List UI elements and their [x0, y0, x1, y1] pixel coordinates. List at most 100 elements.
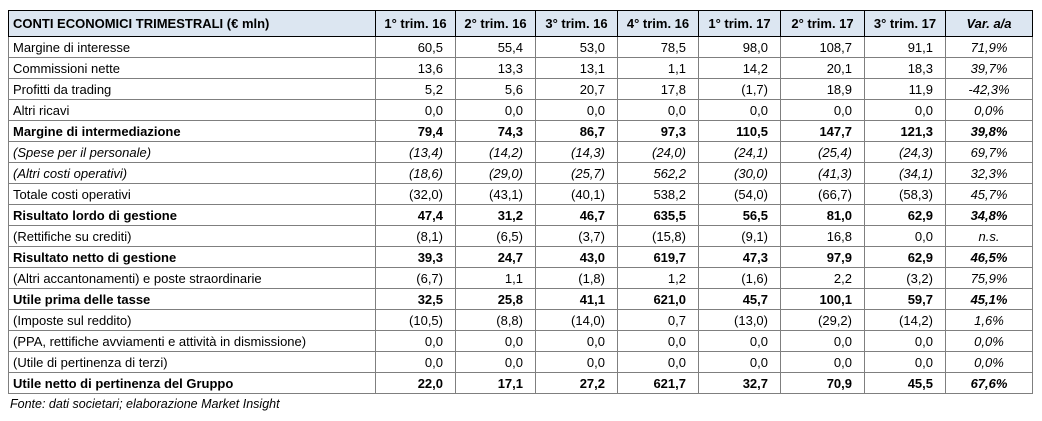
- cell: 0,0: [780, 99, 865, 121]
- cell: 1,6%: [945, 309, 1033, 331]
- cell: 0,0%: [945, 351, 1033, 373]
- cell: 2,2: [780, 267, 865, 289]
- cell: 108,7: [780, 36, 865, 58]
- table-row: Totale costi operativi (32,0) (43,1) (40,1)…: [8, 183, 1033, 205]
- cell: (14,3): [535, 141, 618, 163]
- cell: 45,7%: [945, 183, 1033, 205]
- cell: 46,5%: [945, 246, 1033, 268]
- cell: 67,6%: [945, 372, 1033, 394]
- row-label: Utile netto di pertinenza del Gruppo: [8, 372, 376, 394]
- table-row: (Altri accantonamenti) e poste straordin…: [8, 267, 1033, 289]
- cell: 79,4: [375, 120, 456, 142]
- cell: 97,9: [780, 246, 865, 268]
- cell: 71,9%: [945, 36, 1033, 58]
- cell: 0,0: [375, 99, 456, 121]
- column-header: 1° trim. 17: [698, 10, 781, 37]
- cell: 0,0: [864, 225, 946, 247]
- cell: (14,2): [864, 309, 946, 331]
- cell: (8,8): [455, 309, 536, 331]
- table-row: (Rettifiche su crediti) (8,1) (6,5) (3,7) (1…: [8, 225, 1033, 247]
- cell: (24,1): [698, 141, 781, 163]
- row-label: Totale costi operativi: [8, 183, 376, 205]
- cell: (58,3): [864, 183, 946, 205]
- table-row: Risultato netto di gestione 39,3 24,7 43,0 6…: [8, 246, 1033, 268]
- cell: 121,3: [864, 120, 946, 142]
- cell: 34,8%: [945, 204, 1033, 226]
- cell: 39,8%: [945, 120, 1033, 142]
- column-header: 2° trim. 17: [780, 10, 865, 37]
- cell: 0,0%: [945, 330, 1033, 352]
- column-header: 2° trim. 16: [455, 10, 536, 37]
- cell: 621,7: [617, 372, 699, 394]
- cell: 0,0: [455, 99, 536, 121]
- cell: 86,7: [535, 120, 618, 142]
- cell: 5,2: [375, 78, 456, 100]
- column-header: 3° trim. 17: [864, 10, 946, 37]
- cell: 75,9%: [945, 267, 1033, 289]
- cell: 147,7: [780, 120, 865, 142]
- cell: 17,1: [455, 372, 536, 394]
- cell: 100,1: [780, 288, 865, 310]
- cell: 91,1: [864, 36, 946, 58]
- row-label: (Spese per il personale): [8, 141, 376, 163]
- row-label: Profitti da trading: [8, 78, 376, 100]
- cell: 69,7%: [945, 141, 1033, 163]
- row-label: Margine di intermediazione: [8, 120, 376, 142]
- cell: 0,0: [698, 99, 781, 121]
- cell: (6,5): [455, 225, 536, 247]
- cell: (15,8): [617, 225, 699, 247]
- column-header: 4° trim. 16: [617, 10, 699, 37]
- cell: 74,3: [455, 120, 536, 142]
- cell: (25,7): [535, 162, 618, 184]
- cell: (54,0): [698, 183, 781, 205]
- cell: 0,7: [617, 309, 699, 331]
- cell: 13,3: [455, 57, 536, 79]
- cell: 14,2: [698, 57, 781, 79]
- row-label: (Altri accantonamenti) e poste straordin…: [8, 267, 376, 289]
- cell: (1,6): [698, 267, 781, 289]
- cell: 562,2: [617, 162, 699, 184]
- table-row: Margine di intermediazione 79,4 74,3 86,7 97…: [8, 120, 1033, 142]
- cell: (10,5): [375, 309, 456, 331]
- cell: (24,0): [617, 141, 699, 163]
- cell: 56,5: [698, 204, 781, 226]
- cell: (66,7): [780, 183, 865, 205]
- cell: (8,1): [375, 225, 456, 247]
- row-label: (PPA, rettifiche avviamenti e attività i…: [8, 330, 376, 352]
- cell: 635,5: [617, 204, 699, 226]
- cell: 0,0: [455, 330, 536, 352]
- cell: 70,9: [780, 372, 865, 394]
- row-label: Utile prima delle tasse: [8, 288, 376, 310]
- cell: 97,3: [617, 120, 699, 142]
- cell: 62,9: [864, 204, 946, 226]
- cell: 39,3: [375, 246, 456, 268]
- cell: 47,4: [375, 204, 456, 226]
- cell: 0,0: [617, 351, 699, 373]
- table-row: (Altri costi operativi) (18,6) (29,0) (25,7…: [8, 162, 1033, 184]
- cell: 47,3: [698, 246, 781, 268]
- cell: 0,0: [698, 351, 781, 373]
- cell: 0,0: [455, 351, 536, 373]
- cell: 0,0: [864, 351, 946, 373]
- cell: 17,8: [617, 78, 699, 100]
- cell: 39,7%: [945, 57, 1033, 79]
- cell: 27,2: [535, 372, 618, 394]
- table-row: Utile prima delle tasse 32,5 25,8 41,1 621,0…: [8, 288, 1033, 310]
- header-row: CONTI ECONOMICI TRIMESTRALI (€ mln) 1° t…: [8, 10, 1033, 37]
- row-label: Altri ricavi: [8, 99, 376, 121]
- cell: (18,6): [375, 162, 456, 184]
- cell: 0,0: [617, 99, 699, 121]
- cell: 45,1%: [945, 288, 1033, 310]
- table-row: (Imposte sul reddito) (10,5) (8,8) (14,0) 0,…: [8, 309, 1033, 331]
- cell: (14,2): [455, 141, 536, 163]
- row-label: Risultato lordo di gestione: [8, 204, 376, 226]
- cell: (6,7): [375, 267, 456, 289]
- table-row: (Spese per il personale) (13,4) (14,2) (14,…: [8, 141, 1033, 163]
- cell: 32,5: [375, 288, 456, 310]
- cell: 55,4: [455, 36, 536, 58]
- row-label: (Imposte sul reddito): [8, 309, 376, 331]
- cell: 18,3: [864, 57, 946, 79]
- cell: 46,7: [535, 204, 618, 226]
- row-label: Margine di interesse: [8, 36, 376, 58]
